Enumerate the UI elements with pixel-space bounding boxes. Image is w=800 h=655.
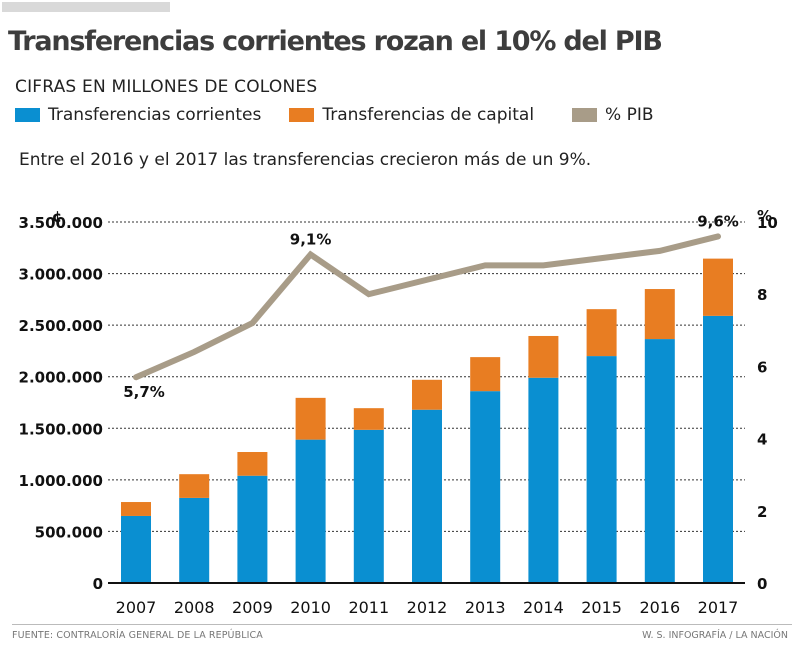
chart-subtitle: CIFRAS EN MILLONES DE COLONES — [15, 77, 318, 97]
legend-item-transferencias-capital: Transferencias de capital — [289, 105, 534, 125]
x-tick-label: 2011 — [348, 598, 389, 617]
bar-transferencias-capital — [644, 289, 675, 340]
x-tick-label: 2014 — [523, 598, 564, 617]
bar-transferencias-capital — [586, 309, 617, 357]
x-tick-label: 2010 — [290, 598, 331, 617]
chart-note: Entre el 2016 y el 2017 las transferenci… — [19, 150, 592, 170]
legend-label: % PIB — [605, 105, 654, 125]
bar-transferencias-corrientes — [353, 429, 384, 583]
right-tick-label: 10 — [757, 214, 778, 232]
right-tick-label: 6 — [757, 358, 767, 376]
bar-transferencias-corrientes — [295, 439, 326, 583]
legend-item-pib: % PIB — [572, 105, 654, 125]
bar-transferencias-corrientes — [179, 497, 210, 583]
left-tick-label: 2.000.000 — [19, 369, 103, 387]
bar-transferencias-capital — [121, 502, 151, 516]
legend-swatch-orange — [289, 108, 315, 122]
credit-text: W. S. INFOGRAFÍA / LA NACIÓN — [642, 630, 788, 641]
x-tick-label: 2007 — [116, 598, 157, 617]
bar-transferencias-capital — [179, 474, 210, 498]
bar-transferencias-capital — [528, 335, 559, 378]
legend-swatch-gray — [572, 108, 598, 122]
right-tick-label: 2 — [757, 503, 767, 521]
bar-transferencias-corrientes — [121, 515, 151, 583]
left-axis-unit-label: ¢ — [52, 208, 62, 226]
left-tick-label: 1.500.000 — [19, 420, 103, 438]
top-decor-bar — [2, 2, 170, 12]
data-label-pib: 9,1% — [290, 230, 332, 248]
bar-transferencias-capital — [295, 397, 326, 440]
x-tick-label: 2017 — [698, 598, 739, 617]
bar-transferencias-corrientes — [703, 315, 733, 583]
legend-label: Transferencias corrientes — [48, 105, 262, 125]
x-tick-label: 2008 — [174, 598, 215, 617]
left-tick-label: 500.000 — [35, 523, 103, 541]
right-tick-label: 0 — [757, 575, 767, 593]
line-pib — [133, 233, 721, 381]
x-tick-label: 2015 — [581, 598, 622, 617]
left-tick-label: 0 — [93, 575, 103, 593]
chart-area: 0 500.000 1.000.000 1.500.000 2.000.000 2.500… — [19, 207, 778, 617]
legend-swatch-blue — [15, 108, 40, 122]
bar-transferencias-corrientes — [586, 356, 617, 583]
legend-item-transferencias-corrientes: Transferencias corrientes — [15, 105, 261, 125]
left-tick-label: 1.000.000 — [19, 472, 103, 490]
x-tick-label: 2009 — [232, 598, 273, 617]
x-tick-label: 2012 — [407, 598, 448, 617]
legend: Transferencias corrientes Transferencias… — [15, 105, 682, 125]
bar-transferencias-capital — [703, 258, 733, 316]
bar-transferencias-capital — [353, 408, 384, 430]
source-text: FUENTE: CONTRALORÍA GENERAL DE LA REPÚBL… — [12, 630, 263, 641]
bar-transferencias-corrientes — [470, 391, 501, 583]
footer-divider — [12, 624, 792, 625]
bar-transferencias-capital — [470, 357, 501, 392]
x-tick-label: 2013 — [465, 598, 506, 617]
bar-transferencias-corrientes — [644, 339, 675, 583]
data-label-pib: 9,6% — [697, 212, 739, 230]
right-axis-unit-label: % — [757, 207, 772, 225]
bar-transferencias-capital — [412, 379, 442, 410]
right-tick-label: 8 — [757, 286, 767, 304]
data-label-pib: 5,7% — [123, 383, 165, 401]
bar-transferencias-corrientes — [528, 377, 559, 583]
bar-transferencias-corrientes — [412, 409, 442, 583]
bar-transferencias-capital — [237, 452, 268, 476]
left-tick-label: 2.500.000 — [19, 317, 103, 335]
bar-transferencias-corrientes — [237, 475, 268, 583]
x-tick-label: 2016 — [639, 598, 680, 617]
chart-title: Transferencias corrientes rozan el 10% d… — [8, 26, 663, 57]
left-tick-label: 3.000.000 — [19, 266, 103, 284]
right-tick-label: 4 — [757, 431, 767, 449]
legend-label: Transferencias de capital — [322, 105, 535, 125]
left-tick-label: 3.500.000 — [19, 214, 103, 232]
